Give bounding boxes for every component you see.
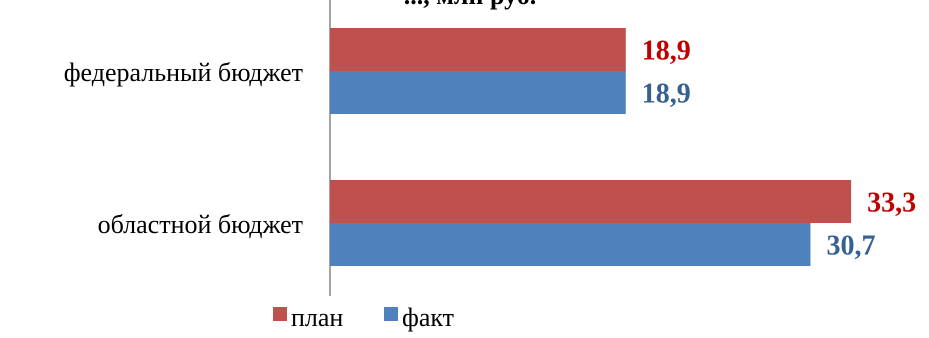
legend-swatch-факт xyxy=(384,307,398,321)
data-label: 18,9 xyxy=(642,36,691,67)
legend-label: факт xyxy=(402,303,454,332)
legend: план факт xyxy=(273,303,454,332)
labels-layer: федеральный бюджет 18,9 18,9 областной бюдж… xyxy=(64,36,916,262)
bar-факт xyxy=(330,71,626,114)
bars-layer xyxy=(330,28,852,266)
chart-title: ..., млн руб. xyxy=(404,0,537,10)
bar-факт xyxy=(330,223,811,266)
legend-swatch-план xyxy=(273,307,287,321)
legend-label: план xyxy=(291,303,343,332)
data-label: 30,7 xyxy=(826,231,875,262)
category-label: федеральный бюджет xyxy=(64,58,303,87)
bar-план xyxy=(330,28,626,71)
data-label: 18,9 xyxy=(642,79,691,110)
bar-план xyxy=(330,180,852,223)
category-label: областной бюджет xyxy=(98,210,303,239)
data-label: 33,3 xyxy=(867,188,916,219)
